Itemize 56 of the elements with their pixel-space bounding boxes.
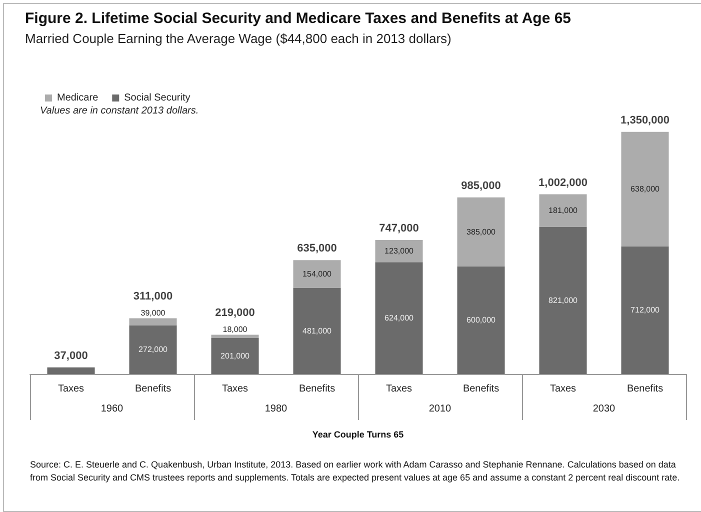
bar <box>621 132 669 246</box>
data-label: 39,000 <box>140 308 166 318</box>
text: 2030 <box>592 404 616 414</box>
legend-label: Social Security <box>124 92 190 104</box>
bar <box>211 338 259 374</box>
total-label: 985,000 <box>461 180 501 192</box>
bar <box>621 246 669 374</box>
data-label: 385,000 <box>466 227 496 236</box>
data-label: 600,000 <box>466 316 496 325</box>
bar <box>211 334 259 338</box>
x-tick-label: Taxes <box>58 384 84 394</box>
x-axis-title: Year Couple Turns 65 <box>312 430 404 440</box>
x-tick-label: Taxes <box>386 384 412 394</box>
text: 2010 <box>428 404 452 414</box>
bar <box>47 367 95 374</box>
x-tick-label: Benefits <box>626 384 664 394</box>
bar <box>457 266 505 374</box>
x-tick-label: Taxes <box>550 384 576 394</box>
data-label: 821,000 <box>548 296 578 305</box>
x-tick-label: Benefits <box>134 384 172 394</box>
source-note: Source: C. E. Steuerle and C. Quakenbush, Urban Institute, 2013. Based on earlier work with Adam Carasso and Stephanie Rennane. Calculations based on data from Social Security and CMS trustees reports and supplements. Totals are expected present values at age 65 and assume a constant 2 percent real discount rate. <box>30 460 680 482</box>
bar <box>293 260 341 288</box>
chart-subtitle: Married Couple Earning the Average Wage ($44,800 each in 2013 dollars) <box>25 31 452 46</box>
total-label: 311,000 <box>133 290 173 303</box>
bar <box>129 318 177 326</box>
legend-label: Medicare <box>57 92 99 104</box>
data-label: 18,000 <box>222 325 248 334</box>
total-label: 1,002,000 <box>538 176 588 189</box>
total-label: 635,000 <box>297 242 337 255</box>
bar <box>539 194 587 227</box>
data-label: 181,000 <box>548 206 578 216</box>
total-label: 219,000 <box>215 307 255 320</box>
chart-title: Figure 2. Lifetime Social Security and Medicare Taxes and Benefits at Age 65 <box>25 10 572 27</box>
bar <box>293 288 341 374</box>
x-tick-label: Taxes <box>222 384 248 394</box>
data-label: 154,000 <box>302 269 332 278</box>
total-label: 1,350,000 <box>620 114 670 126</box>
text: 1960 <box>100 404 124 414</box>
data-label: 201,000 <box>220 351 250 360</box>
text: Values are in constant 2013 dollars. <box>40 106 199 116</box>
x-tick-label: Benefits <box>462 384 500 394</box>
total-label: 37,000 <box>54 350 88 362</box>
data-label: 481,000 <box>302 326 332 336</box>
data-label: 638,000 <box>630 184 660 194</box>
x-tick-label: Benefits <box>298 384 336 394</box>
data-label: 712,000 <box>630 306 660 315</box>
bar <box>129 325 177 374</box>
data-label: 272,000 <box>138 345 168 354</box>
bar <box>375 262 423 374</box>
bar <box>539 226 587 374</box>
bar <box>457 197 505 266</box>
data-label: 123,000 <box>384 246 414 256</box>
text: 1980 <box>264 404 288 414</box>
data-label: 624,000 <box>384 314 414 323</box>
total-label: 747,000 <box>379 222 419 235</box>
bar <box>375 240 423 262</box>
